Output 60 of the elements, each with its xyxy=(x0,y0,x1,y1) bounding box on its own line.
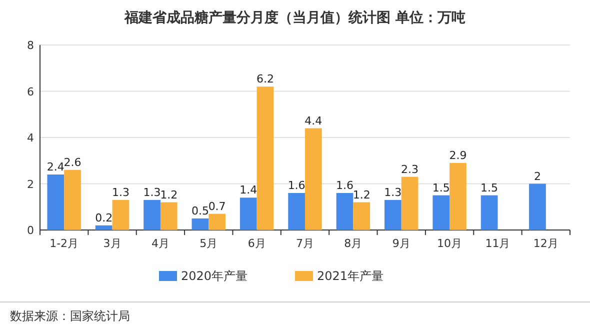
bar xyxy=(401,176,418,230)
data-label: 1.3 xyxy=(143,186,161,199)
data-label: 1.3 xyxy=(384,186,402,199)
data-label: 1.4 xyxy=(240,184,258,197)
bar xyxy=(47,174,64,230)
bar xyxy=(353,202,370,230)
chart-title: 福建省成品糖产量分月度（当月值）统计图 单位：万吨 xyxy=(124,9,466,26)
bar xyxy=(384,200,402,230)
x-tick-label: 3月 xyxy=(103,237,122,250)
bar xyxy=(432,195,450,230)
x-tick-label: 8月 xyxy=(344,237,362,250)
x-tick-label: 7月 xyxy=(296,237,314,250)
data-label: 1.2 xyxy=(352,188,370,202)
bar xyxy=(208,214,226,230)
data-label: 0.7 xyxy=(208,200,226,213)
bar xyxy=(112,200,130,230)
data-label: 1.3 xyxy=(112,186,130,199)
bar xyxy=(305,128,322,230)
bar xyxy=(450,162,466,230)
data-label: 1.6 xyxy=(288,179,306,192)
data-label: 2.9 xyxy=(449,148,467,162)
y-tick-label: 0 xyxy=(27,224,34,237)
bar xyxy=(144,200,160,230)
bar xyxy=(480,195,498,230)
data-label: 2.6 xyxy=(64,156,82,169)
bar xyxy=(288,193,305,230)
data-label: 1.6 xyxy=(336,179,354,192)
bar xyxy=(64,170,81,230)
data-label: 2.3 xyxy=(401,162,419,176)
bar xyxy=(160,202,178,230)
x-tick-label: 5月 xyxy=(200,237,218,250)
source-note: 数据来源：国家统计局 xyxy=(10,309,130,323)
y-tick-label: 4 xyxy=(27,132,34,144)
y-tick-label: 6 xyxy=(27,85,34,98)
x-tick-label: 6月 xyxy=(248,237,266,250)
data-label: 1.5 xyxy=(480,181,498,194)
data-label: 4.4 xyxy=(304,114,322,128)
bar xyxy=(95,225,112,230)
x-tick-label: 12月 xyxy=(533,237,558,250)
legend-label: 2020年产量 xyxy=(181,269,248,283)
legend-label: 2021年产量 xyxy=(317,269,384,283)
bar xyxy=(256,86,274,230)
data-label: 1.5 xyxy=(432,181,450,194)
x-tick-label: 4月 xyxy=(151,237,170,250)
data-label: 1.2 xyxy=(160,188,178,202)
bar xyxy=(336,193,354,230)
bar xyxy=(240,198,257,230)
y-tick-label: 2 xyxy=(27,178,34,191)
y-tick-label: 8 xyxy=(27,39,34,52)
x-tick-label: 9月 xyxy=(392,237,410,250)
bar xyxy=(529,184,546,230)
x-tick-label: 10月 xyxy=(437,237,462,250)
data-label: 6.2 xyxy=(256,72,274,86)
data-label: 2 xyxy=(534,170,541,183)
data-label: 2.4 xyxy=(46,160,64,174)
data-label: 0.2 xyxy=(95,211,113,224)
data-label: 0.5 xyxy=(191,204,209,218)
x-tick-label: 1-2月 xyxy=(50,237,79,250)
bar xyxy=(192,218,209,230)
x-tick-label: 11月 xyxy=(485,237,510,250)
